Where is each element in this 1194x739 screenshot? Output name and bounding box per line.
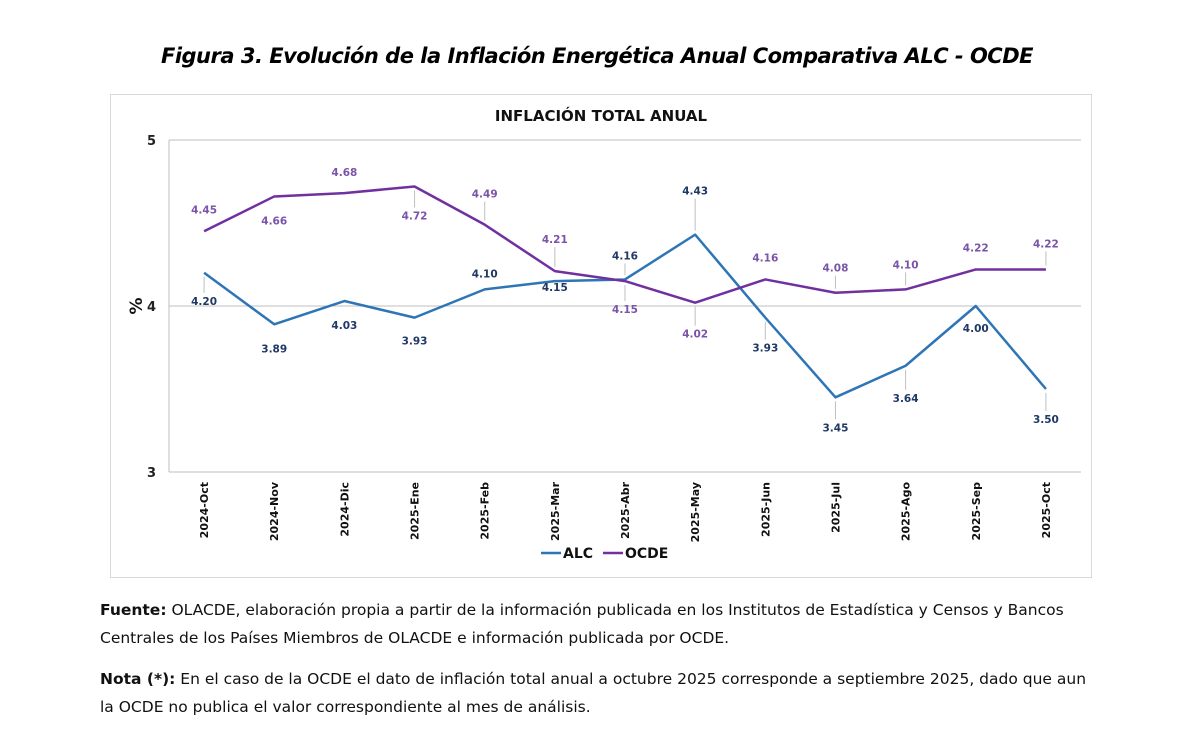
x-tick-label: 2024-Oct <box>198 482 211 538</box>
x-tick-label: 2025-Ago <box>900 482 913 542</box>
x-tick-label: 2025-Mar <box>549 481 562 541</box>
x-tick-label: 2025-Oct <box>1040 482 1053 538</box>
x-tick-label: 2025-Ene <box>409 482 422 540</box>
x-tick-label: 2024-Nov <box>268 481 281 541</box>
data-label-alc: 3.45 <box>823 422 849 434</box>
figure-title: Figura 3. Evolución de la Inflación Ener… <box>160 44 1034 68</box>
data-label-ocde: 4.16 <box>752 252 778 264</box>
y-axis-label: % <box>127 297 147 314</box>
x-tick-label: 2025-May <box>689 482 702 542</box>
y-tick-label: 3 <box>147 466 156 481</box>
data-label-ocde: 4.66 <box>261 215 287 227</box>
legend-label-alc: ALC <box>563 546 593 562</box>
x-tick-label: 2025-Feb <box>479 482 492 540</box>
note-label: Nota (*): <box>100 670 176 688</box>
data-label-alc: 4.43 <box>682 186 708 198</box>
data-label-alc: 4.00 <box>963 323 989 335</box>
data-label-alc: 4.20 <box>191 296 217 308</box>
y-tick-label: 4 <box>147 300 156 315</box>
data-label-ocde: 4.22 <box>963 242 989 254</box>
data-label-ocde: 4.02 <box>682 329 708 341</box>
data-label-alc: 4.03 <box>331 320 357 332</box>
line-chart: INFLACIÓN TOTAL ANUAL 3 4 5% 2024-Oct 2024-No… <box>127 106 1081 562</box>
source-label: Fuente: <box>100 601 167 619</box>
chart-title: INFLACIÓN TOTAL ANUAL <box>495 106 708 125</box>
data-label-alc: 4.15 <box>542 282 568 294</box>
y-tick-label: 5 <box>147 134 156 149</box>
footnote: Nota (*): En el caso de la OCDE el dato … <box>100 665 1100 721</box>
data-label-ocde: 4.22 <box>1033 238 1059 250</box>
chart-container: INFLACIÓN TOTAL ANUAL 3 4 5% 2024-Oct 2024-No… <box>110 94 1092 578</box>
data-label-ocde: 4.10 <box>893 259 919 271</box>
data-label-alc: 3.93 <box>752 343 778 355</box>
source-text: OLACDE, elaboración propia a partir de l… <box>100 601 1064 647</box>
data-label-ocde: 4.45 <box>191 204 217 216</box>
data-label-alc: 3.50 <box>1033 414 1059 426</box>
data-label-ocde: 4.15 <box>612 304 638 316</box>
source-note: Fuente: OLACDE, elaboración propia a par… <box>100 596 1100 652</box>
data-label-alc: 3.64 <box>893 393 919 405</box>
x-tick-label: 2025-Jul <box>829 482 842 533</box>
data-label-ocde: 4.08 <box>823 263 849 275</box>
data-label-alc: 4.10 <box>472 268 498 280</box>
data-label-alc: 4.16 <box>612 250 638 262</box>
x-tick-label: 2025-Sep <box>970 482 983 541</box>
data-label-alc: 3.89 <box>261 343 287 355</box>
x-tick-label: 2025-Jun <box>759 482 772 537</box>
data-label-alc: 3.93 <box>402 336 428 348</box>
legend-label-ocde: OCDE <box>625 546 668 562</box>
data-label-ocde: 4.49 <box>472 189 498 201</box>
x-tick-label: 2024-Dic <box>338 482 351 537</box>
x-tick-label: 2025-Abr <box>619 481 632 539</box>
data-label-ocde: 4.21 <box>542 234 568 246</box>
note-text: En el caso de la OCDE el dato de inflaci… <box>100 670 1087 716</box>
data-label-ocde: 4.68 <box>331 167 357 179</box>
data-label-ocde: 4.72 <box>402 210 428 222</box>
